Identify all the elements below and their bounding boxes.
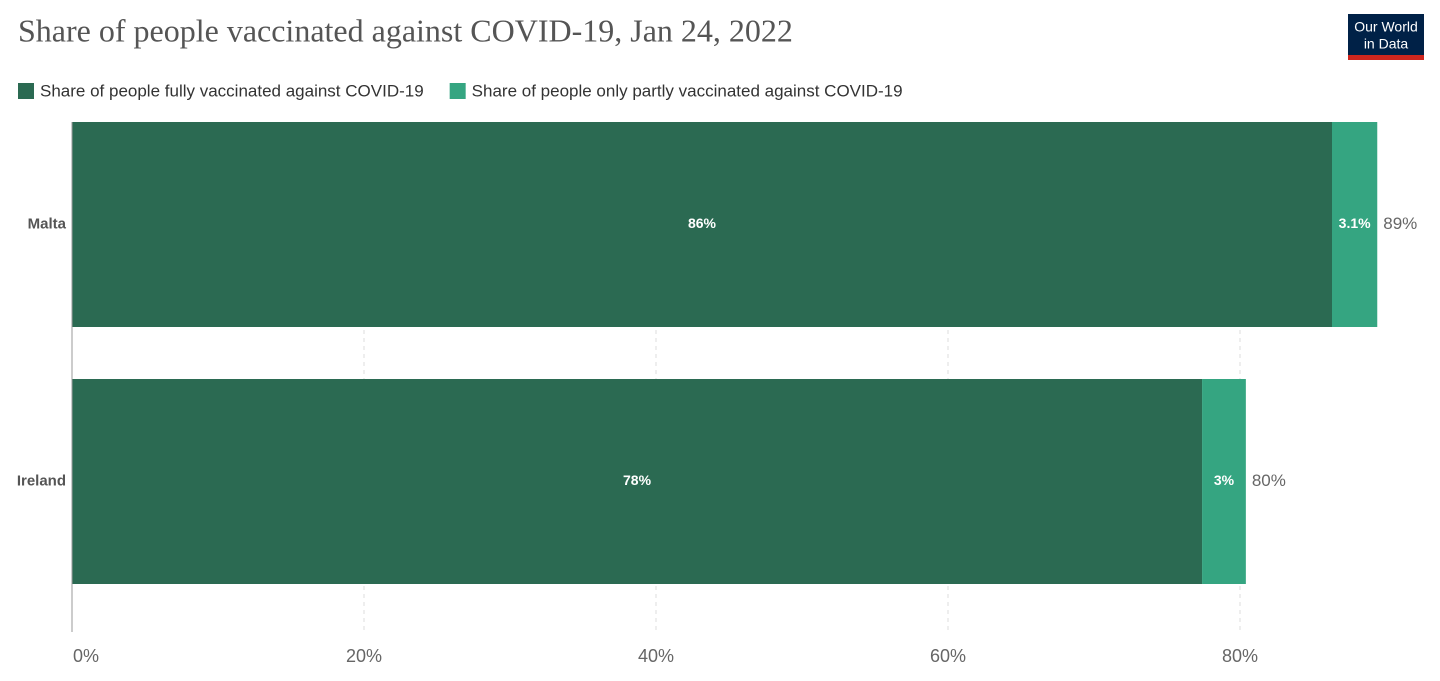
total-label: 80% <box>1252 471 1286 490</box>
data-label: 3.1% <box>1339 215 1371 231</box>
logo: Our World in Data <box>1348 14 1424 60</box>
legend-swatch <box>18 83 34 99</box>
bar-segment <box>72 379 1203 584</box>
category-label: Malta <box>28 215 67 232</box>
data-label: 78% <box>623 472 652 488</box>
logo-box <box>1348 14 1424 56</box>
x-tick-label: 20% <box>346 646 382 666</box>
data-label: 3% <box>1214 472 1235 488</box>
logo-underline <box>1348 55 1424 60</box>
total-label: 89% <box>1383 214 1417 233</box>
category-label: Ireland <box>17 472 66 489</box>
x-tick-label: 40% <box>638 646 674 666</box>
data-label: 86% <box>688 215 717 231</box>
bar-segment <box>72 122 1332 327</box>
x-tick-label: 60% <box>930 646 966 666</box>
legend-label: Share of people only partly vaccinated a… <box>472 81 903 100</box>
chart-title: Share of people vaccinated against COVID… <box>18 12 793 48</box>
logo-text: in Data <box>1364 36 1409 52</box>
logo-text: Our World <box>1354 19 1418 35</box>
legend-label: Share of people fully vaccinated against… <box>40 81 424 100</box>
bar-segment <box>1202 379 1246 584</box>
x-tick-label: 0% <box>73 646 99 666</box>
bar-segment <box>1331 122 1378 327</box>
legend-swatch <box>449 83 466 99</box>
x-tick-label: 80% <box>1222 646 1258 666</box>
